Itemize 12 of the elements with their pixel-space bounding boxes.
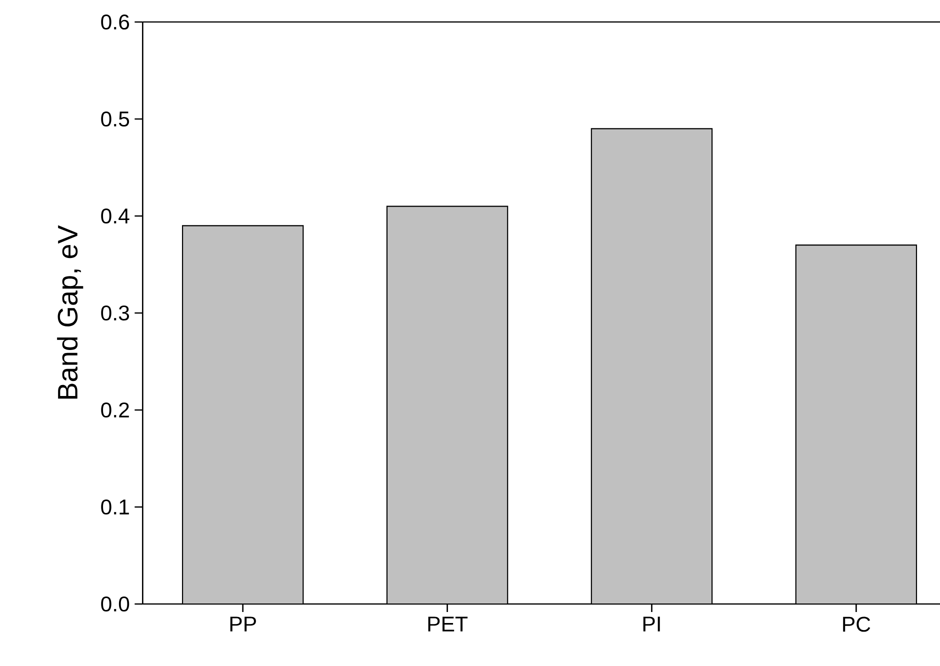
y-tick-label: 0.6: [101, 14, 130, 30]
x-tick-label: PC: [843, 616, 870, 632]
y-tick-label: 0.4: [101, 208, 130, 224]
y-tick-label: 0.3: [101, 305, 130, 321]
x-tick-label: PI: [643, 616, 660, 632]
y-tick-label: 0.1: [101, 499, 129, 515]
y-axis-title: Band Gap, eV: [57, 225, 84, 399]
y-tick-label: 0.5: [101, 111, 130, 127]
y-tick-label: 0.2: [101, 402, 129, 418]
x-tick-label: PP: [230, 616, 256, 632]
y-tick-label: 0.0: [101, 596, 130, 612]
x-tick-label: PET: [428, 616, 468, 632]
